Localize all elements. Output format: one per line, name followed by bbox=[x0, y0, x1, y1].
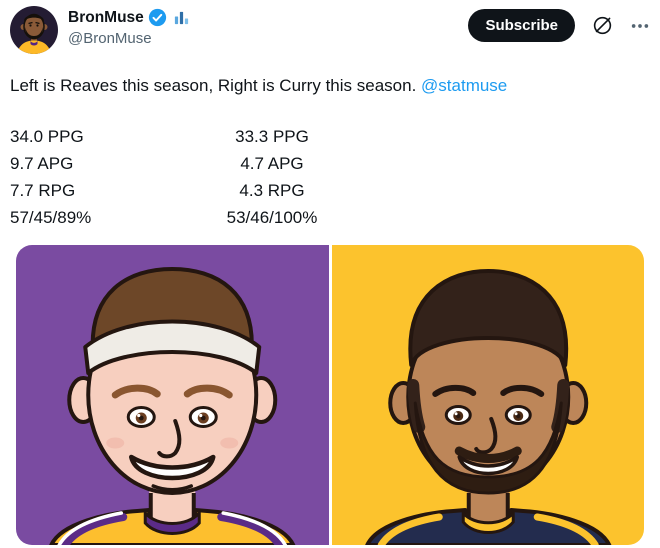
tweet-header: BronMuse @BronMuse Subscribe bbox=[10, 6, 650, 54]
header-actions: Subscribe bbox=[468, 6, 650, 42]
reaves-illustration bbox=[16, 245, 329, 545]
avatar-illustration bbox=[10, 6, 58, 54]
user-block: BronMuse @BronMuse bbox=[68, 6, 468, 47]
stat-right-rpg: 4.3 RPG bbox=[239, 181, 305, 200]
mention-link[interactable]: @statmuse bbox=[421, 76, 508, 95]
stat-right-ppg: 33.3 PPG bbox=[235, 127, 309, 146]
display-name[interactable]: BronMuse bbox=[68, 8, 144, 26]
stat-right-splits: 53/46/100% bbox=[226, 208, 318, 227]
tweet-text-body: Left is Reaves this season, Right is Cur… bbox=[10, 76, 417, 95]
more-icon bbox=[631, 23, 649, 28]
tweet-text: Left is Reaves this season, Right is Cur… bbox=[10, 74, 650, 97]
stat-right-apg: 4.7 APG bbox=[240, 154, 304, 173]
more-button[interactable] bbox=[630, 16, 650, 36]
stat-left-splits: 57/45/89% bbox=[10, 208, 92, 227]
avatar[interactable] bbox=[10, 6, 58, 54]
grok-button[interactable] bbox=[591, 14, 614, 37]
stat-left-rpg: 7.7 RPG bbox=[10, 181, 76, 200]
bar-chart-icon bbox=[174, 11, 188, 25]
reaves-image[interactable] bbox=[16, 245, 329, 545]
curry-image[interactable] bbox=[331, 245, 644, 545]
stat-row: 34.0 PPG 33.3 PPG bbox=[10, 123, 650, 150]
stat-left-apg: 9.7 APG bbox=[10, 154, 74, 173]
stat-row: 57/45/89% 53/46/100% bbox=[10, 204, 650, 231]
stat-left-ppg: 34.0 PPG bbox=[10, 127, 84, 146]
curry-illustration bbox=[331, 245, 644, 545]
user-handle[interactable]: @BronMuse bbox=[68, 30, 152, 47]
subscribe-button[interactable]: Subscribe bbox=[468, 9, 575, 42]
stat-row: 9.7 APG 4.7 APG bbox=[10, 150, 650, 177]
grok-icon bbox=[593, 16, 612, 35]
name-row: BronMuse bbox=[68, 6, 468, 27]
verified-badge-icon bbox=[148, 8, 166, 27]
stat-row: 7.7 RPG 4.3 RPG bbox=[10, 177, 650, 204]
stats-block: 34.0 PPG 33.3 PPG 9.7 APG 4.7 APG 7.7 RPG 4… bbox=[10, 123, 650, 231]
media-grid bbox=[16, 245, 644, 545]
